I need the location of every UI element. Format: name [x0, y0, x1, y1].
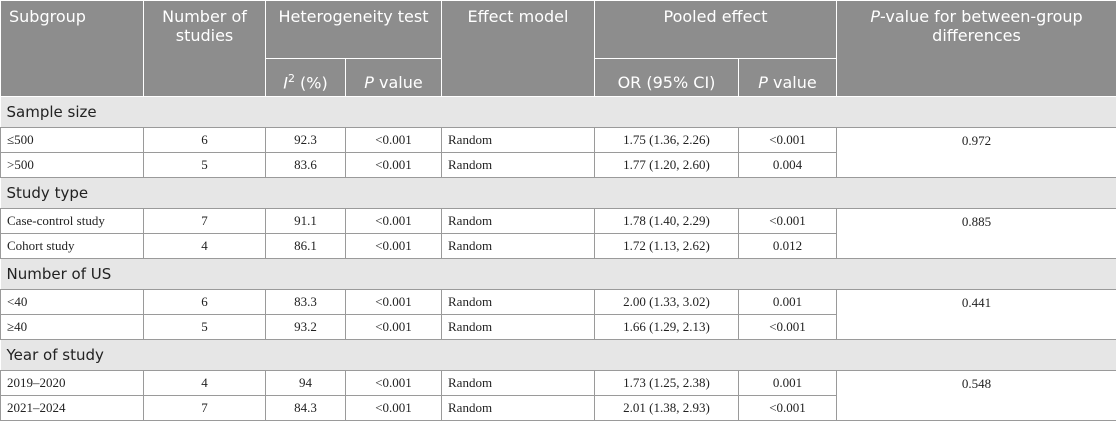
cell: 5	[143, 314, 266, 340]
group-row: Study type	[0, 177, 1116, 209]
cell: 92.3	[265, 127, 346, 153]
cell: 0.001	[738, 370, 837, 396]
cell: Random	[441, 314, 595, 340]
table-body: Sample size ≤500 6 92.3 <0.001 Random 1.75 (1.…	[0, 96, 1116, 421]
cell: <0.001	[345, 314, 442, 340]
cell: Random	[441, 208, 595, 234]
cell: 0.012	[738, 233, 837, 259]
header-cell: Number of studies	[143, 0, 266, 97]
header-cell: Effect model	[441, 0, 595, 97]
cell: 1.77 (1.20, 2.60)	[594, 152, 739, 178]
italic: P	[870, 7, 880, 26]
data-row: >500 5 83.6 <0.001 Random 1.77 (1.20, 2.60) 0.…	[0, 152, 1116, 178]
text: value	[373, 73, 423, 92]
header-cell: P value	[345, 58, 442, 97]
cell: 1.73 (1.25, 2.38)	[594, 370, 739, 396]
cell: 0.004	[738, 152, 837, 178]
header-cell: OR (95% CI)	[594, 58, 739, 97]
cell: <0.001	[345, 233, 442, 259]
cell: 4	[143, 233, 266, 259]
cell: <0.001	[345, 395, 442, 421]
group-title: Sample size	[0, 96, 1116, 128]
cell: Random	[441, 289, 595, 315]
italic: P	[364, 73, 374, 92]
cell: Random	[441, 152, 595, 178]
cell: 7	[143, 208, 266, 234]
cell: 83.3	[265, 289, 346, 315]
header-cell: Pooled effect	[594, 0, 837, 59]
cell: Random	[441, 395, 595, 421]
subgroup-cell: Cohort study	[0, 233, 144, 259]
cell: <0.001	[738, 208, 837, 234]
cell: 6	[143, 127, 266, 153]
p-between-cell: 0.972	[836, 127, 1116, 178]
cell: 1.66 (1.29, 2.13)	[594, 314, 739, 340]
group-title: Study type	[0, 177, 1116, 209]
cell: <0.001	[738, 314, 837, 340]
cell: <0.001	[345, 127, 442, 153]
data-row: 2021–2024 7 84.3 <0.001 Random 2.01 (1.38, 2.…	[0, 395, 1116, 421]
cell: <0.001	[738, 395, 837, 421]
data-row: Cohort study 4 86.1 <0.001 Random 1.72 (1.13,…	[0, 233, 1116, 259]
cell: <0.001	[345, 370, 442, 396]
header-cell: P value	[738, 58, 837, 97]
p-between-cell: 0.441	[836, 289, 1116, 340]
subgroup-cell: 2019–2020	[0, 370, 144, 396]
group-title: Number of US	[0, 258, 1116, 290]
subgroup-cell: <40	[0, 289, 144, 315]
text: -value for between-group differences	[880, 7, 1083, 45]
p-between-cell: 0.885	[836, 208, 1116, 259]
italic: I	[283, 73, 288, 92]
cell: <0.001	[345, 208, 442, 234]
data-row: <40 6 83.3 <0.001 Random 2.00 (1.33, 3.02) 0.0…	[0, 289, 1116, 340]
cell: 4	[143, 370, 266, 396]
data-row: ≥40 5 93.2 <0.001 Random 1.66 (1.29, 2.13) <0.…	[0, 314, 1116, 340]
cell: Random	[441, 127, 595, 153]
table-header: Subgroup Number of studies Heterogeneity…	[0, 0, 1116, 97]
p-between-cell: 0.548	[836, 370, 1116, 421]
group-title: Year of study	[0, 339, 1116, 371]
header-cell: Heterogeneity test	[265, 0, 442, 59]
italic: P	[758, 73, 768, 92]
cell: <0.001	[345, 152, 442, 178]
header-cell: I2 (%)	[265, 58, 346, 97]
group-row: Number of US	[0, 258, 1116, 290]
data-row: Case-control study 7 91.1 <0.001 Random 1.78 …	[0, 208, 1116, 259]
subgroup-cell: >500	[0, 152, 144, 178]
cell: 93.2	[265, 314, 346, 340]
subgroup-cell: ≤500	[0, 127, 144, 153]
cell: 1.72 (1.13, 2.62)	[594, 233, 739, 259]
text: (%)	[294, 73, 328, 92]
cell: 1.75 (1.36, 2.26)	[594, 127, 739, 153]
cell: Random	[441, 370, 595, 396]
cell: 94	[265, 370, 346, 396]
cell: 91.1	[265, 208, 346, 234]
cell: 2.01 (1.38, 2.93)	[594, 395, 739, 421]
cell: <0.001	[345, 289, 442, 315]
header-cell: P-value for between-group differences	[836, 0, 1116, 97]
subgroup-cell: Case-control study	[0, 208, 144, 234]
cell: Random	[441, 233, 595, 259]
data-row: ≤500 6 92.3 <0.001 Random 1.75 (1.36, 2.26) <0…	[0, 127, 1116, 178]
cell: 83.6	[265, 152, 346, 178]
data-row: 2019–2020 4 94 <0.001 Random 1.73 (1.25, 2.38…	[0, 370, 1116, 421]
group-row: Sample size	[0, 96, 1116, 128]
cell: 6	[143, 289, 266, 315]
cell: 7	[143, 395, 266, 421]
cell: <0.001	[738, 127, 837, 153]
cell: 1.78 (1.40, 2.29)	[594, 208, 739, 234]
group-row: Year of study	[0, 339, 1116, 371]
subgroup-cell: 2021–2024	[0, 395, 144, 421]
text: value	[767, 73, 817, 92]
header-cell: Subgroup	[0, 0, 144, 97]
cell: 5	[143, 152, 266, 178]
cell: 86.1	[265, 233, 346, 259]
cell: 0.001	[738, 289, 837, 315]
subgroup-cell: ≥40	[0, 314, 144, 340]
cell: 2.00 (1.33, 3.02)	[594, 289, 739, 315]
cell: 84.3	[265, 395, 346, 421]
superscript: 2	[287, 71, 295, 85]
